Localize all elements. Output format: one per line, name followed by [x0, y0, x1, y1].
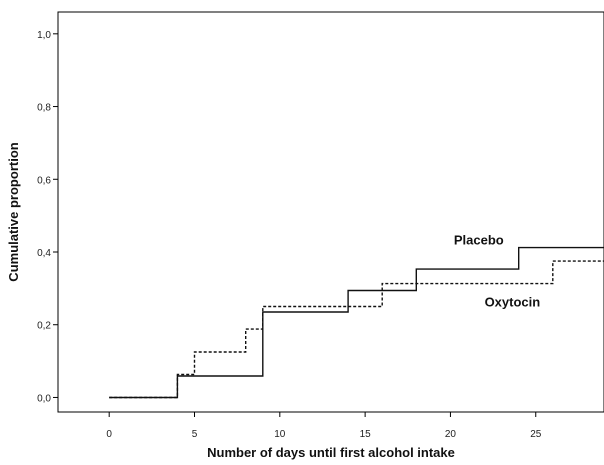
- x-tick-label: 5: [192, 429, 198, 440]
- x-tick-label: 15: [360, 429, 372, 440]
- y-tick-label: 0,0: [37, 393, 51, 404]
- plot-frame: [57, 11, 604, 413]
- x-axis-title: Number of days until first alcohol intak…: [207, 445, 455, 460]
- y-axis-title: Cumulative proportion: [6, 142, 21, 281]
- series-label-placebo: Placebo: [454, 233, 504, 248]
- x-tick-label: 20: [445, 429, 457, 440]
- x-axis-ticks: 0 5 10 15 20 25: [106, 412, 542, 440]
- annotation-group: Placebo Oxytocin: [454, 233, 540, 310]
- y-axis-ticks: 0,0 0,2 0,4 0,6 0,8 1,0: [37, 30, 58, 404]
- series-group: [109, 246, 604, 399]
- series-line-oxytocin: [109, 260, 604, 399]
- series-label-oxytocin: Oxytocin: [485, 295, 541, 310]
- x-tick-label: 25: [530, 429, 542, 440]
- y-tick-label: 1,0: [37, 30, 51, 41]
- y-tick-label: 0,4: [37, 248, 51, 259]
- y-tick-label: 0,8: [37, 103, 51, 114]
- y-tick-label: 0,2: [37, 321, 51, 332]
- x-tick-label: 0: [106, 429, 112, 440]
- x-tick-label: 10: [274, 429, 286, 440]
- y-tick-label: 0,6: [37, 175, 51, 186]
